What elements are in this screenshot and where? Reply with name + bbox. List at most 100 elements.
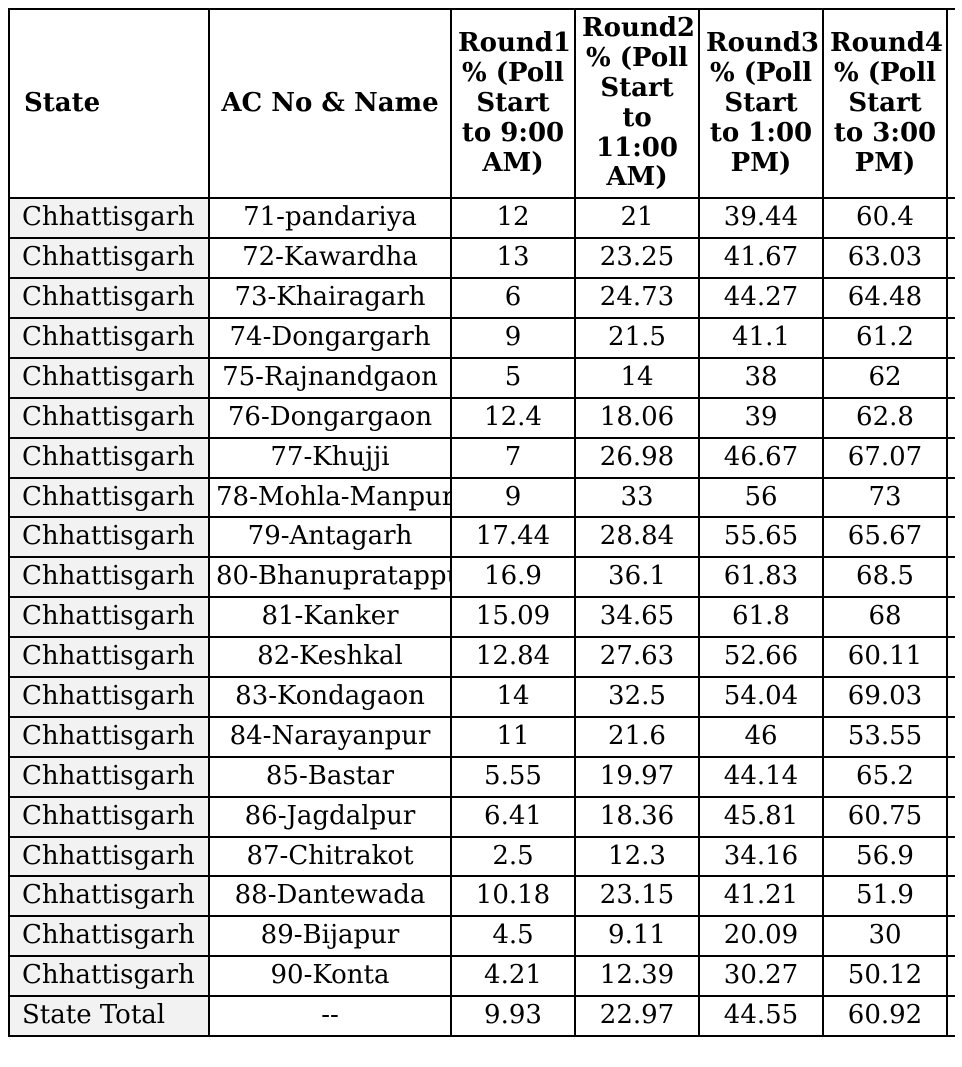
cell-round3: 61.8 [699,597,823,637]
cell-round4: 62.8 [823,398,947,438]
table-row: Chhattisgarh81-Kanker15.0934.6561.868 [9,597,955,637]
cell-ac: 89-Bijapur [209,916,451,956]
cell-ac: 80-Bhanupratappur [209,557,451,597]
cell-state: Chhattisgarh [9,398,209,438]
cell-ac: 88-Dantewada [209,876,451,916]
cell-round3: 20.09 [699,916,823,956]
cell-state: Chhattisgarh [9,876,209,916]
cell-round4: 73 [823,478,947,518]
cell-round4: 67.07 [823,438,947,478]
cell-state: Chhattisgarh [9,358,209,398]
cell-round4: 50.12 [823,956,947,996]
table-row: Chhattisgarh78-Mohla-Manpur9335673 [9,478,955,518]
table-row: Chhattisgarh84-Narayanpur1121.64653.55 [9,717,955,757]
cell-round3: 44.27 [699,278,823,318]
cell-round1: 2.5 [451,837,575,877]
cell-ac: -- [209,996,451,1036]
cell-ac: 75-Rajnandgaon [209,358,451,398]
cell-round4: 68.5 [823,557,947,597]
cell-round1: 6 [451,278,575,318]
cell-round3: 30.27 [699,956,823,996]
cell-cutoff [947,358,955,398]
cell-cutoff [947,318,955,358]
cell-round2: 21.5 [575,318,699,358]
cell-ac: 72-Kawardha [209,238,451,278]
table-row: Chhattisgarh74-Dongargarh921.541.161.2 [9,318,955,358]
col-header-round3: Round3 % (Poll Start to 1:00 PM) [699,9,823,198]
cell-ac: 82-Keshkal [209,637,451,677]
cell-cutoff [947,238,955,278]
cell-state: Chhattisgarh [9,238,209,278]
cell-cutoff [947,398,955,438]
cell-cutoff [947,478,955,518]
table-header-row: State AC No & Name Round1 % (Poll Start … [9,9,955,198]
cell-round4: 65.67 [823,517,947,557]
cell-ac: 77-Khujji [209,438,451,478]
cell-cutoff [947,837,955,877]
cell-round4: 60.75 [823,797,947,837]
cell-ac: 84-Narayanpur [209,717,451,757]
table-row: Chhattisgarh71-pandariya122139.4460.4 [9,198,955,238]
cell-round2: 12.39 [575,956,699,996]
table-row: Chhattisgarh75-Rajnandgaon5143862 [9,358,955,398]
cell-cutoff [947,517,955,557]
cell-round1: 12.4 [451,398,575,438]
cell-round1: 11 [451,717,575,757]
cell-cutoff [947,198,955,238]
cell-round1: 13 [451,238,575,278]
cell-cutoff [947,438,955,478]
cell-round4: 56.9 [823,837,947,877]
cell-ac: 74-Dongargarh [209,318,451,358]
table-row: Chhattisgarh86-Jagdalpur6.4118.3645.8160… [9,797,955,837]
col-header-state: State [9,9,209,198]
table-row: Chhattisgarh83-Kondagaon1432.554.0469.03 [9,677,955,717]
table-row: Chhattisgarh88-Dantewada10.1823.1541.215… [9,876,955,916]
cell-ac: 78-Mohla-Manpur [209,478,451,518]
cell-ac: 90-Konta [209,956,451,996]
cell-round3: 34.16 [699,837,823,877]
table-row: Chhattisgarh89-Bijapur4.59.1120.0930 [9,916,955,956]
cell-cutoff [947,557,955,597]
cell-round3: 55.65 [699,517,823,557]
cell-round1: 17.44 [451,517,575,557]
cell-state: Chhattisgarh [9,677,209,717]
cell-state: Chhattisgarh [9,517,209,557]
cell-state: Chhattisgarh [9,597,209,637]
cell-round3: 41.21 [699,876,823,916]
cell-round3: 46 [699,717,823,757]
cell-round1: 14 [451,677,575,717]
cell-cutoff [947,278,955,318]
cell-round4: 62 [823,358,947,398]
cell-round2: 21.6 [575,717,699,757]
table-row: State Total--9.9322.9744.5560.92 [9,996,955,1036]
table-row: Chhattisgarh90-Konta4.2112.3930.2750.12 [9,956,955,996]
col-header-round1: Round1 % (Poll Start to 9:00 AM) [451,9,575,198]
cell-round4: 61.2 [823,318,947,358]
cell-cutoff [947,797,955,837]
table-row: Chhattisgarh80-Bhanupratappur16.936.161.… [9,557,955,597]
cell-ac: 87-Chitrakot [209,837,451,877]
col-header-ac: AC No & Name [209,9,451,198]
cell-round4: 60.92 [823,996,947,1036]
cell-round2: 21 [575,198,699,238]
cell-round1: 4.5 [451,916,575,956]
cell-round2: 34.65 [575,597,699,637]
table-row: Chhattisgarh85-Bastar5.5519.9744.1465.2 [9,757,955,797]
cell-round3: 45.81 [699,797,823,837]
cell-state: Chhattisgarh [9,198,209,238]
cell-round1: 9 [451,478,575,518]
cell-round2: 36.1 [575,557,699,597]
cell-cutoff [947,876,955,916]
table-row: Chhattisgarh72-Kawardha1323.2541.6763.03 [9,238,955,278]
cell-round1: 4.21 [451,956,575,996]
cell-round3: 44.14 [699,757,823,797]
poll-turnout-table: State AC No & Name Round1 % (Poll Start … [8,8,955,1037]
cell-round3: 41.1 [699,318,823,358]
cell-round1: 12.84 [451,637,575,677]
cell-round4: 60.11 [823,637,947,677]
table-row: Chhattisgarh73-Khairagarh624.7344.2764.4… [9,278,955,318]
cell-ac: 71-pandariya [209,198,451,238]
cell-round2: 24.73 [575,278,699,318]
cell-ac: 73-Khairagarh [209,278,451,318]
cell-state: Chhattisgarh [9,837,209,877]
